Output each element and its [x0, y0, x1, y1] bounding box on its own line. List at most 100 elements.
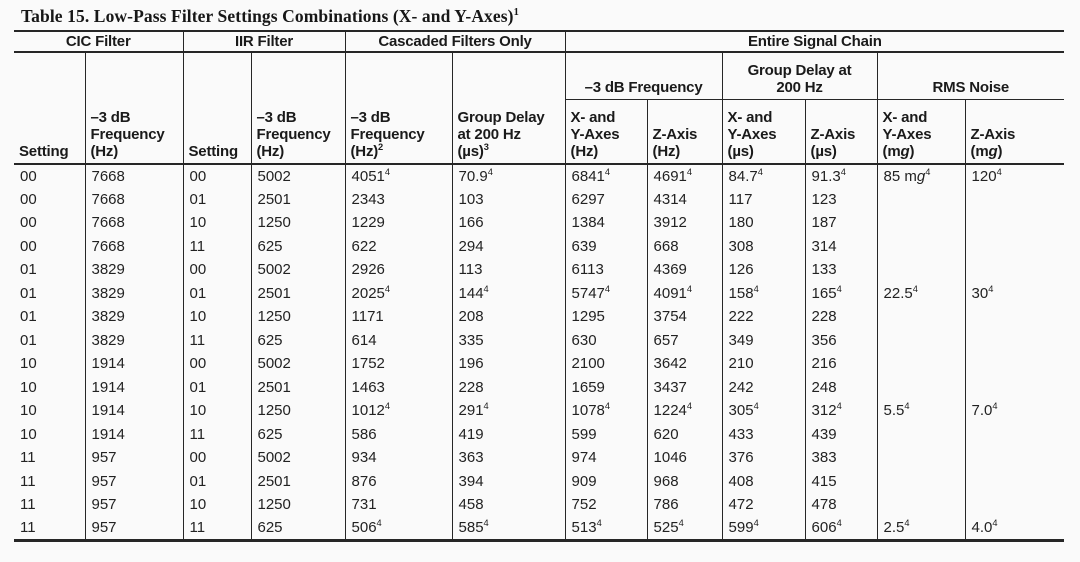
column-header-freq-z: Z-Axis (Hz): [647, 99, 723, 165]
table-cell: 228: [805, 305, 878, 329]
table-cell: 622: [345, 234, 453, 258]
table-header: CIC Filter IIR Filter Cascaded Filters O…: [14, 30, 1065, 165]
table-cell: 00: [183, 258, 252, 282]
table-cell: 4369: [647, 258, 723, 282]
table-cell: 3829: [85, 281, 184, 305]
table-row: 11 957 00 5002 934 363 974 1046 376 383: [14, 446, 1064, 470]
table-cell: [965, 493, 1064, 517]
table-cell: 00: [183, 446, 252, 470]
table-cell: 40514: [345, 164, 453, 188]
table-cell: 433: [722, 422, 806, 446]
table-cell: 668: [647, 234, 723, 258]
column-header-cascaded-frequency: –3 dB Frequency (Hz)2: [345, 52, 453, 165]
table-cell: 3054: [722, 399, 806, 423]
table-cell: 00: [183, 164, 252, 188]
table-cell: 876: [345, 469, 453, 493]
table-cell: 10: [183, 399, 252, 423]
table-cell: 1204: [971, 166, 1002, 185]
table-cell: 11: [183, 234, 252, 258]
table-cell: 123: [805, 187, 878, 211]
table-cell: 1171: [345, 305, 453, 329]
table-cell: 166: [452, 211, 566, 235]
table-cell: 20254: [345, 281, 453, 305]
table-row: 01 3829 10 1250 1171 208 1295 3754 222 228: [14, 305, 1064, 329]
table-cell: 7668: [85, 211, 184, 235]
table-cell: 630: [565, 328, 648, 352]
table-cell: 12244: [647, 399, 723, 423]
table-cell: 00: [14, 211, 86, 235]
table-cell: 1444: [452, 281, 566, 305]
table-cell: 5002: [251, 352, 346, 376]
table-cell: 3124: [805, 399, 878, 423]
table-cell: 294: [452, 234, 566, 258]
table-cell: [877, 469, 966, 493]
table-cell: [965, 188, 1064, 212]
table-row: 11 957 01 2501 876 394 909 968 408 415: [14, 469, 1064, 493]
table-cell: 1914: [85, 375, 184, 399]
table-row: 11 957 10 1250 731 458 752 786 472 478: [14, 493, 1064, 517]
table-cell: 5994: [722, 516, 806, 542]
table-cell: 1229: [345, 211, 453, 235]
table-cell: [877, 422, 966, 446]
table-cell: 3912: [647, 211, 723, 235]
table-cell: 657: [647, 328, 723, 352]
table-cell: 1250: [251, 211, 346, 235]
table-cell: 10: [183, 211, 252, 235]
table-cell: 1046: [647, 446, 723, 470]
table-cell: 1584: [722, 281, 806, 305]
table-cell: 10: [14, 375, 86, 399]
table-cell: 335: [452, 328, 566, 352]
table-cell: 957: [85, 516, 184, 542]
column-header-noise-z: Z-Axis (mg): [965, 99, 1065, 165]
table-cell: 10: [14, 422, 86, 446]
table-cell: 84.74: [722, 164, 806, 188]
subgroup-header-rms-noise: RMS Noise: [877, 52, 1065, 100]
table-cell: 10: [183, 305, 252, 329]
table-body: 00 7668 00 5002 40514 70.94 68414 46914 84.74 91.…: [14, 164, 1065, 542]
table-cell: [965, 352, 1064, 376]
table-cell: [877, 211, 966, 235]
table-cell: 2501: [251, 281, 346, 305]
table-cell: [877, 305, 966, 329]
group-header-row: CIC Filter IIR Filter Cascaded Filters O…: [14, 30, 1065, 53]
column-header-cic-setting: Setting: [14, 52, 86, 165]
column-header-iir-frequency: –3 dB Frequency (Hz): [251, 52, 346, 165]
table-cell: 01: [14, 281, 86, 305]
table-cell: 5002: [251, 164, 346, 188]
table-cell: 7.04: [971, 401, 998, 420]
table-cell: 1654: [805, 281, 878, 305]
table-cell: 70.94: [452, 164, 566, 188]
table-cell: 216: [805, 352, 878, 376]
table-cell: 5134: [565, 516, 648, 542]
table-row: 11 957 11 625 5064 5854 5134 5254 5994 6064 2.54 4.…: [14, 516, 1065, 542]
table-cell: 00: [14, 164, 86, 188]
table-cell: [965, 329, 1064, 353]
table-row: 10 1914 00 5002 1752 196 2100 3642 210 216: [14, 352, 1064, 376]
column-header-cic-frequency: –3 dB Frequency (Hz): [85, 52, 184, 165]
table-cell: 46914: [647, 164, 723, 188]
table-cell: 3829: [85, 305, 184, 329]
table-cell: 01: [183, 187, 252, 211]
table-cell: 117: [722, 187, 806, 211]
table-row: 00 7668 11 625 622 294 639 668 308 314: [14, 234, 1064, 258]
table-cell: 85 mg4: [877, 164, 966, 188]
table-cell: 5002: [251, 446, 346, 470]
table-row: 10 1914 01 2501 1463 228 1659 3437 242 248: [14, 375, 1064, 399]
table-cell: 208: [452, 305, 566, 329]
table-cell: 7668: [85, 234, 184, 258]
table-cell: 00: [14, 234, 86, 258]
filter-settings-table: CIC Filter IIR Filter Cascaded Filters O…: [14, 30, 1065, 542]
table-cell: 22.54: [877, 281, 966, 305]
table-cell: [965, 258, 1064, 282]
table-cell: 383: [805, 446, 878, 470]
table-cell: [877, 234, 966, 258]
column-header-delay-xy: X- and Y-Axes (µs): [722, 99, 806, 165]
table-row: 00 7668 00 5002 40514 70.94 68414 46914 84.74 91.…: [14, 164, 1064, 188]
table-cell: 349: [722, 328, 806, 352]
table-cell: 3437: [647, 375, 723, 399]
table-cell: 1463: [345, 375, 453, 399]
table-cell: 228: [452, 375, 566, 399]
group-header-cic-filter: CIC Filter: [14, 30, 184, 53]
table-cell: 308: [722, 234, 806, 258]
table-cell: 408: [722, 469, 806, 493]
